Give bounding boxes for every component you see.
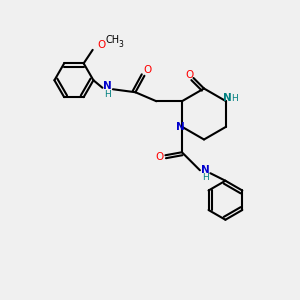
Text: O: O [185, 70, 193, 80]
Text: CH: CH [105, 35, 119, 45]
Text: O: O [143, 65, 152, 75]
Text: N: N [223, 93, 232, 103]
Text: N: N [176, 122, 185, 132]
Text: N: N [201, 165, 210, 175]
Text: H: H [104, 90, 111, 99]
Text: H: H [202, 173, 209, 182]
Text: H: H [231, 94, 238, 103]
Text: O: O [155, 152, 164, 162]
Text: O: O [97, 40, 105, 50]
Text: 3: 3 [119, 40, 124, 49]
Text: N: N [103, 81, 112, 91]
